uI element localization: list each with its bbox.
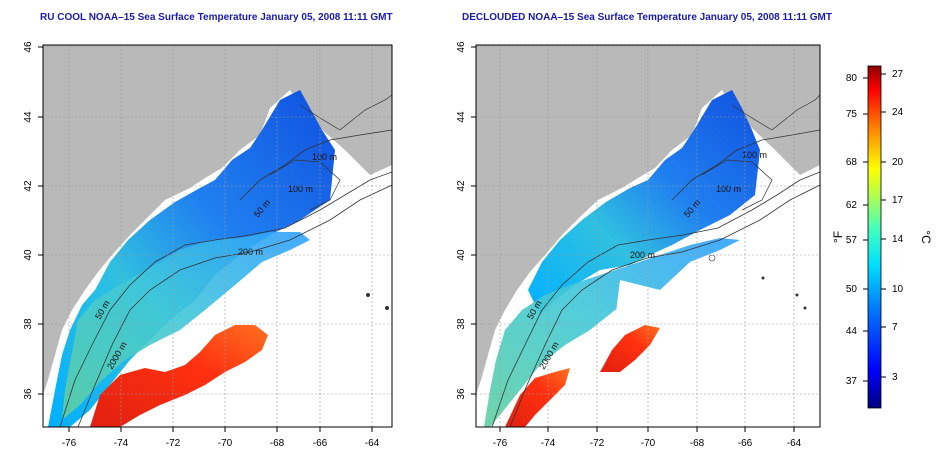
contour-label: 100 m <box>288 184 313 194</box>
contour-line <box>731 94 820 131</box>
x-tick-label: -66 <box>738 438 753 449</box>
x-tick-label: -74 <box>541 438 556 449</box>
fahrenheit-tick: 80 <box>846 73 858 84</box>
map-title-right: DECLOUDED NOAA–15 Sea Surface Temperatur… <box>462 12 832 23</box>
map-frame <box>42 44 393 428</box>
sst-warm-water <box>90 325 268 427</box>
fahrenheit-tick: 37 <box>846 376 858 387</box>
sst-map-right: 100 m 100 m 50 m 200 m 50 m 2000 m <box>456 41 821 449</box>
contour-label: 200 m <box>630 250 655 260</box>
y-tick-label: 42 <box>23 180 34 192</box>
sst-warm-water <box>600 325 660 372</box>
x-tick-label: -66 <box>313 438 328 449</box>
x-tick-label: -74 <box>114 438 129 449</box>
y-tick-label: 44 <box>23 111 34 123</box>
y-tick-label: 40 <box>456 249 467 261</box>
x-tick-label: -68 <box>690 438 705 449</box>
contour-line <box>59 171 392 427</box>
fahrenheit-tick: 62 <box>846 200 858 211</box>
fahrenheit-tick: 75 <box>846 109 858 120</box>
temperature-colorbar: 80 75 68 62 57 50 44 37 27 24 20 17 14 1… <box>831 65 933 409</box>
x-tick-label: -76 <box>62 438 77 449</box>
land-mass <box>43 45 392 395</box>
x-tick-label: -76 <box>493 438 508 449</box>
y-tick-label: 36 <box>23 388 34 400</box>
y-tick-label: 38 <box>456 318 467 330</box>
contour-label: 100 m <box>312 152 337 162</box>
x-tick-label: -70 <box>218 438 233 449</box>
y-tick-label: 38 <box>23 318 34 330</box>
y-tick-label: 40 <box>23 249 34 261</box>
contour-line <box>491 171 820 427</box>
sst-map-left: 100 m 100 m 50 m 200 m 50 m 2000 m <box>23 41 393 449</box>
celsius-tick: 7 <box>892 322 898 333</box>
y-tick-label: 46 <box>23 41 34 53</box>
x-tick-label: -72 <box>166 438 181 449</box>
contour-line <box>299 94 392 131</box>
contour-line <box>269 159 341 211</box>
x-tick-label: -70 <box>641 438 656 449</box>
grid-lines <box>476 45 820 427</box>
fahrenheit-tick: 44 <box>846 326 858 337</box>
y-tick-label: 44 <box>456 111 467 123</box>
contour-line <box>239 129 392 201</box>
x-tick-label: -64 <box>365 438 380 449</box>
fahrenheit-tick: 57 <box>846 235 858 246</box>
celsius-tick: 14 <box>892 234 904 245</box>
x-tick-label: -64 <box>787 438 802 449</box>
fahrenheit-axis-label: °F <box>831 231 845 243</box>
celsius-tick: 10 <box>892 284 904 295</box>
x-tick-label: -72 <box>590 438 605 449</box>
celsius-tick: 27 <box>892 69 904 80</box>
contour-line <box>77 184 392 427</box>
contour-label: 100 m <box>742 150 767 160</box>
fahrenheit-tick: 68 <box>846 157 858 168</box>
celsius-tick: 3 <box>892 372 898 383</box>
colorbar-gradient <box>867 65 882 409</box>
celsius-axis-label: °C <box>919 230 933 244</box>
contour-line <box>671 129 820 201</box>
land-mass <box>476 45 820 395</box>
contour-label: 100 m <box>716 184 741 194</box>
x-tick-label: -68 <box>270 438 285 449</box>
contour-line <box>701 159 773 211</box>
fahrenheit-tick: 50 <box>846 284 858 295</box>
celsius-tick: 24 <box>892 107 904 118</box>
y-tick-label: 42 <box>456 180 467 192</box>
y-tick-label: 36 <box>456 388 467 400</box>
contour-line <box>509 184 820 427</box>
sst-warm-water <box>505 368 570 427</box>
sst-cool-water <box>528 90 760 315</box>
y-tick-label: 46 <box>456 41 467 53</box>
map-title-left: RU COOL NOAA–15 Sea Surface Temperature … <box>40 12 393 23</box>
contour-label: 200 m <box>238 247 263 257</box>
celsius-tick: 17 <box>892 195 904 206</box>
celsius-tick: 20 <box>892 157 904 168</box>
